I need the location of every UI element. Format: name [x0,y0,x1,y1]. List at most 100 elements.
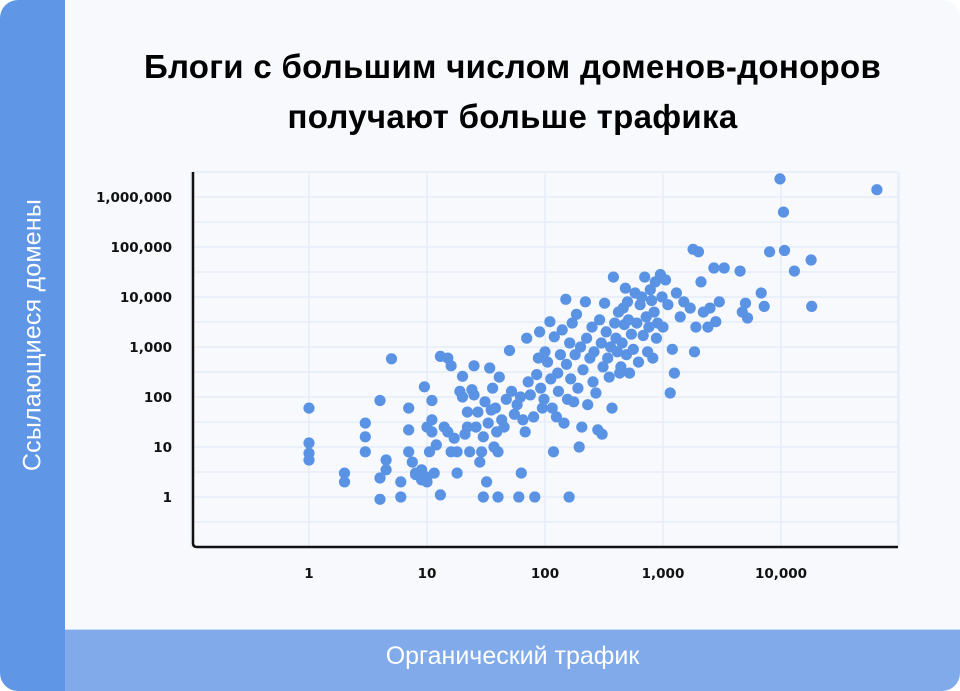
y-tick-label: 10,000 [120,290,172,306]
data-point [448,432,460,444]
data-point [788,265,801,277]
data-point [541,356,554,368]
data-point [871,184,883,196]
data-point [566,317,578,329]
x-tick-label: 10,000 [755,566,807,582]
data-point [505,385,518,397]
data-point [395,491,407,503]
data-point [451,446,463,458]
data-point [508,408,520,420]
data-point [574,341,587,353]
data-point [487,382,499,394]
data-point [374,493,386,505]
data-point [474,456,486,468]
data-point [359,446,371,458]
data-point [395,476,407,488]
data-point [477,431,489,443]
data-point [777,206,790,218]
data-point [421,476,433,488]
data-point [631,317,643,329]
data-point [456,370,469,382]
data-point [594,314,606,326]
data-point [468,389,480,401]
data-point [303,437,315,449]
data-point [805,254,817,266]
data-point [534,326,546,338]
data-point [472,406,484,418]
data-point [380,454,392,466]
data-point [560,293,572,305]
data-point [464,446,476,458]
data-point [403,402,415,414]
data-point [484,362,496,374]
data-point [476,446,488,458]
data-point [659,274,672,286]
data-point [573,441,585,453]
data-point [513,491,525,503]
data-point [548,331,560,343]
data-point [590,387,602,399]
data-point [539,346,551,358]
data-point [423,446,436,458]
y-tick-label: 1 [163,490,172,506]
data-point [303,454,315,466]
x-tick-labels: 1 10 100 1,000 10,000 [304,566,807,582]
data-point [670,287,683,299]
data-point [430,439,442,451]
data-point [461,421,473,433]
data-point [739,297,752,309]
data-point [456,391,469,403]
data-point [603,371,615,383]
data-point [718,262,730,274]
data-point [778,244,791,257]
data-point [403,446,415,458]
x-axis-label: Органический трафик [385,642,640,670]
x-tick-label: 1,000 [642,566,685,582]
data-point [684,302,696,314]
data-point [535,382,547,394]
data-point [607,271,620,283]
data-point [662,299,674,311]
data-point [704,302,716,314]
data-point [664,387,676,399]
data-point [637,329,649,342]
data-point [690,321,702,333]
data-point [616,337,628,349]
data-point [338,467,351,479]
data-point [648,306,660,318]
data-point [570,308,583,320]
data-point [492,446,504,458]
data-point [359,431,371,443]
data-point [359,417,371,429]
data-point [500,393,512,405]
data-point [692,246,705,258]
data-point [426,394,438,407]
data-point [657,321,669,333]
data-point [627,343,639,355]
data-point [579,296,592,308]
axes [191,172,898,549]
data-point [656,291,668,303]
axis-lines [191,172,898,549]
data-point [531,369,543,381]
data-point [688,346,701,358]
data-point [621,296,634,308]
data-point [522,376,534,388]
data-point [528,411,540,423]
data-point [572,382,584,394]
chart-title-line-2: получают больше трафика [287,98,738,135]
data-point [582,399,594,411]
data-point [632,356,645,368]
data-point [554,349,567,361]
data-point [758,300,770,312]
data-point [517,414,529,426]
data-point [521,332,533,344]
data-point [552,367,564,379]
data-point [468,360,480,372]
data-point [764,246,776,258]
data-point [609,317,621,329]
data-point [577,364,589,376]
chart-title: Блоги с большим числом доменов-доноров п… [65,42,960,142]
data-point [552,385,565,397]
